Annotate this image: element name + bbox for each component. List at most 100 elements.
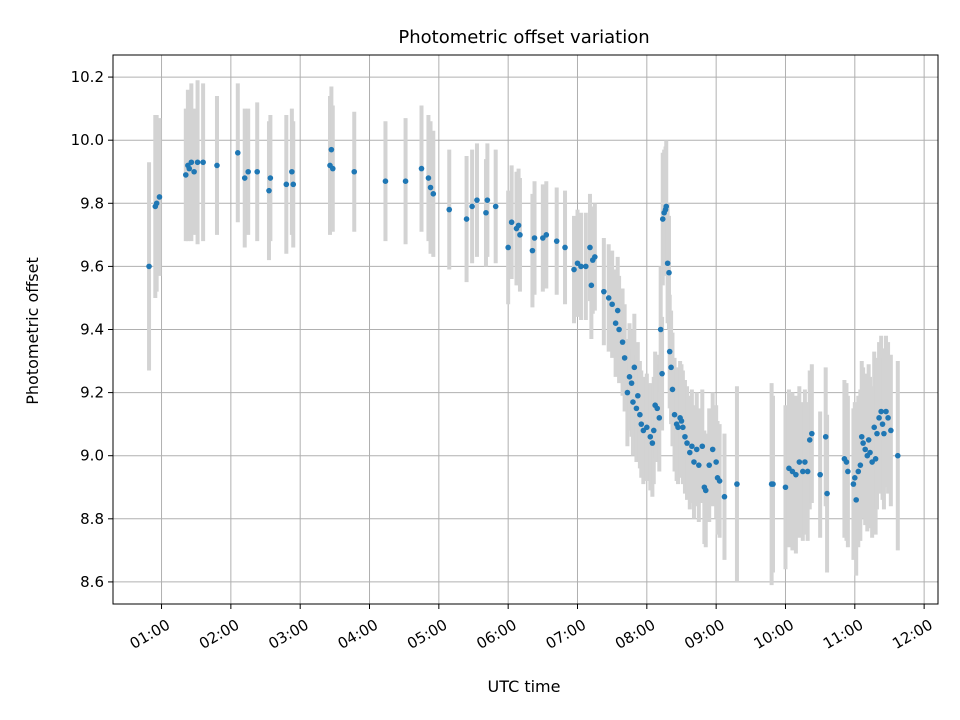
data-point <box>254 168 261 175</box>
data-point <box>865 437 872 443</box>
data-point <box>289 168 295 175</box>
data-point <box>716 478 723 484</box>
data-point <box>633 405 640 412</box>
data-point <box>430 191 437 197</box>
data-point <box>796 459 803 465</box>
data-point <box>156 194 163 200</box>
data-point <box>241 175 248 181</box>
data-point <box>578 263 584 270</box>
data-point <box>853 497 859 503</box>
y-tick-label: 8.6 <box>80 573 104 591</box>
data-point <box>699 443 706 450</box>
data-point <box>328 146 335 153</box>
data-point <box>666 269 672 276</box>
data-point <box>146 263 152 270</box>
data-point <box>845 468 851 475</box>
data-point <box>474 197 480 203</box>
chart-title: Photometric offset variation <box>398 27 649 48</box>
y-tick-label: 9.4 <box>80 321 104 339</box>
data-point <box>809 430 815 437</box>
y-tick-label: 9.0 <box>80 447 104 465</box>
data-point <box>605 295 612 301</box>
data-point <box>822 433 829 440</box>
data-point <box>621 355 628 361</box>
data-point <box>245 168 251 175</box>
data-point <box>562 244 568 251</box>
data-point <box>153 200 160 207</box>
data-point <box>649 440 656 446</box>
data-point <box>793 471 799 478</box>
data-point <box>624 389 631 396</box>
data-point <box>418 165 425 172</box>
data-point <box>852 474 858 481</box>
data-point <box>888 427 894 434</box>
data-point <box>446 206 453 213</box>
data-point <box>689 443 695 450</box>
data-point <box>656 415 663 421</box>
data-point <box>713 459 719 465</box>
data-point <box>543 232 550 238</box>
data-point <box>329 165 336 172</box>
data-point <box>802 459 808 465</box>
data-point <box>671 411 678 418</box>
data-point <box>876 415 882 421</box>
data-point <box>182 172 189 178</box>
data-point <box>425 175 432 181</box>
data-point <box>706 462 713 468</box>
data-point <box>508 219 515 226</box>
data-point <box>553 238 560 244</box>
data-point <box>517 232 523 238</box>
data-point <box>654 405 661 412</box>
data-point <box>872 456 879 462</box>
data-point <box>631 364 638 371</box>
data-point <box>531 235 538 241</box>
data-points <box>146 146 901 503</box>
data-point <box>668 364 674 371</box>
y-tick-label: 10.2 <box>71 68 104 86</box>
data-point <box>484 197 491 203</box>
x-axis-label: UTC time <box>488 677 561 696</box>
data-point <box>647 433 654 440</box>
data-point <box>515 222 522 229</box>
data-point <box>200 159 206 166</box>
data-point <box>505 244 511 251</box>
data-point <box>782 484 789 491</box>
y-tick-label: 8.8 <box>80 510 104 528</box>
data-point <box>637 411 643 418</box>
data-point <box>483 209 489 216</box>
data-point <box>675 424 681 431</box>
data-point <box>492 203 499 210</box>
data-point <box>664 260 671 267</box>
data-point <box>806 437 813 443</box>
data-point <box>463 216 470 222</box>
data-point <box>721 493 728 500</box>
data-point <box>290 181 297 188</box>
data-point <box>682 433 688 440</box>
data-point <box>850 481 857 487</box>
data-point <box>680 424 686 431</box>
data-point <box>879 421 886 427</box>
data-point <box>691 459 697 465</box>
data-point <box>678 418 685 424</box>
data-point <box>587 244 593 251</box>
data-point <box>687 449 693 456</box>
data-point <box>592 254 598 260</box>
data-point <box>857 462 864 468</box>
y-axis-ticks: 8.6 8.8 9.0 9.2 9.4 9.6 9.8 10.0 10.2 <box>71 68 113 591</box>
data-point <box>612 320 619 326</box>
data-point <box>858 433 865 440</box>
data-point <box>214 162 220 169</box>
data-point <box>630 399 636 405</box>
data-point <box>800 468 806 475</box>
data-point <box>883 408 889 415</box>
data-point <box>616 326 622 333</box>
data-point <box>874 430 880 437</box>
data-point <box>644 424 650 431</box>
data-point <box>628 380 635 386</box>
data-point <box>684 440 690 446</box>
y-tick-label: 9.8 <box>80 194 104 212</box>
data-point <box>583 263 589 270</box>
data-point <box>266 187 272 194</box>
